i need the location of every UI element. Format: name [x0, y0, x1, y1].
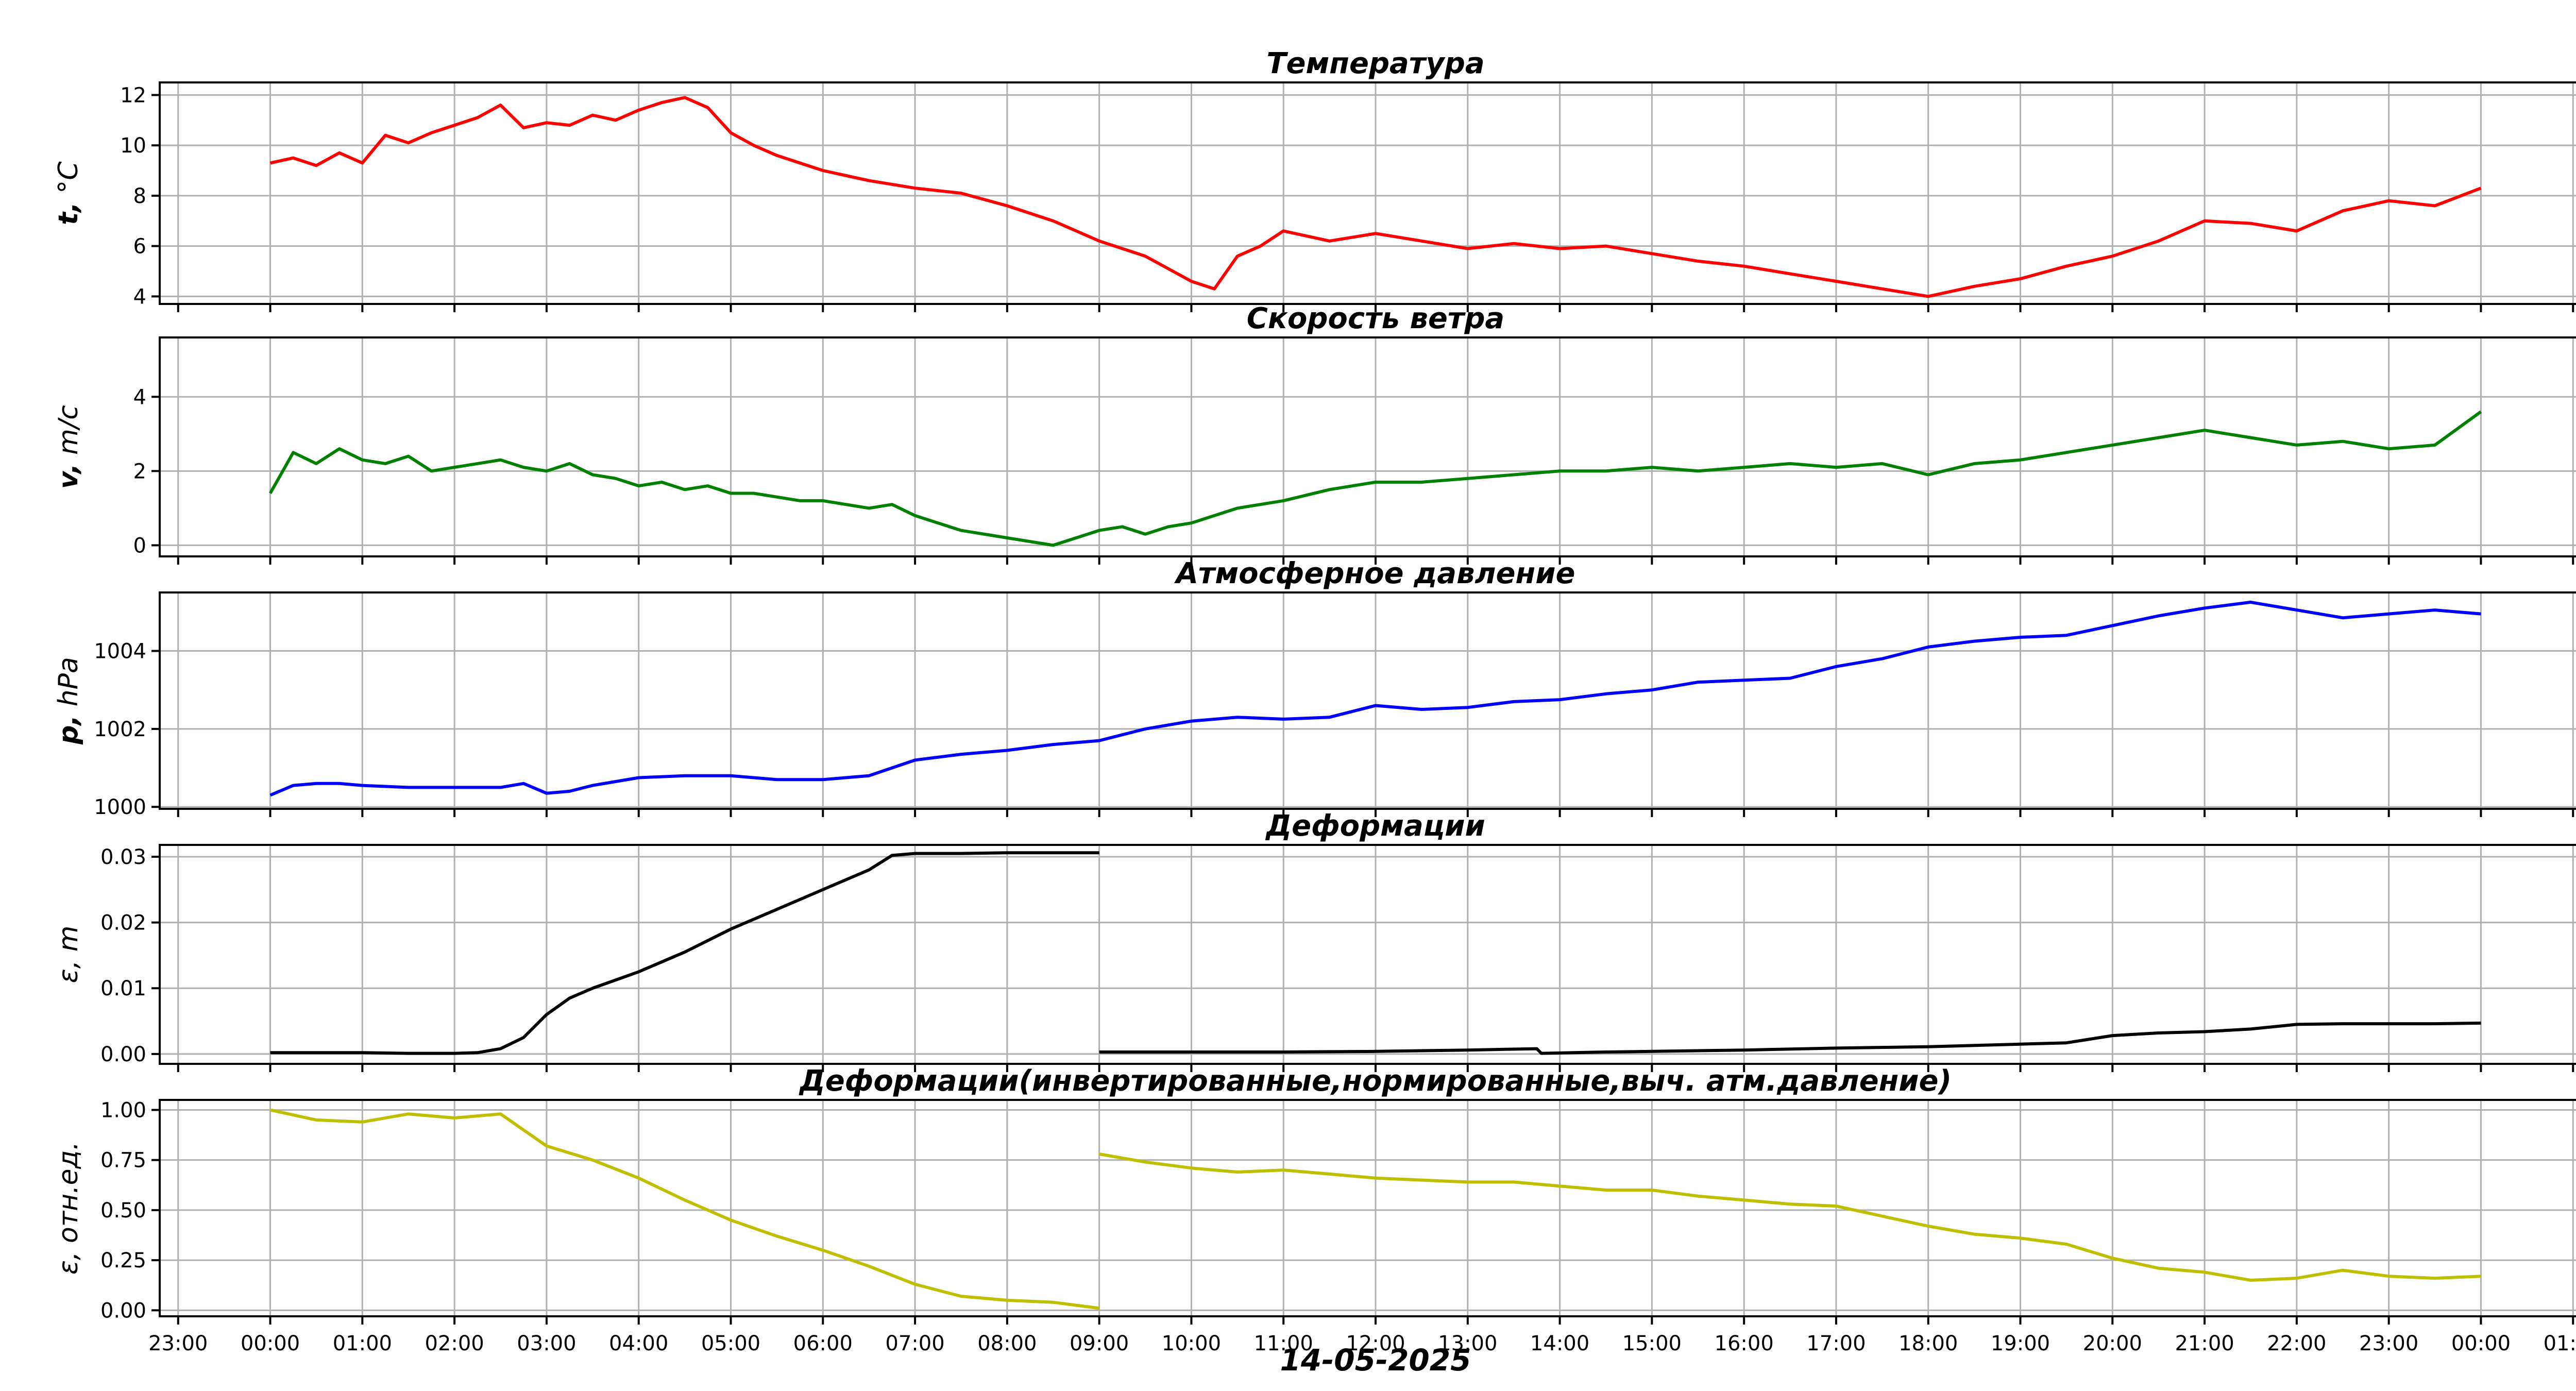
- series-line-2: [1099, 1021, 2481, 1055]
- y-axis-label-symbol: v,: [53, 463, 84, 488]
- series-line-1: [269, 600, 2481, 797]
- x-tick-label: 15:00: [1622, 1332, 1682, 1355]
- x-tick-label: 12:00: [1346, 1332, 1405, 1355]
- y-axis-label-symbol: ε,: [53, 960, 84, 983]
- y-axis-label: v, m/c: [53, 405, 84, 489]
- y-tick-label: 6: [133, 235, 146, 259]
- y-tick-label: 0.01: [100, 977, 146, 1000]
- x-tick-label: 04:00: [609, 1332, 668, 1355]
- y-tick-label: 1.00: [100, 1098, 146, 1122]
- subplot-title: Деформации: [1265, 809, 1485, 843]
- subplot-4: 0.00 0.01 0.02 0.03 Деформации ε, m: [53, 809, 2576, 1072]
- y-tick-label: 1002: [94, 718, 146, 741]
- subplot-3: 1000 1002 1004 Атмосферное давление p, hPa: [53, 557, 2576, 819]
- y-axis-label: t, °C: [53, 161, 84, 225]
- x-tick-label: 20:00: [2083, 1332, 2142, 1355]
- y-tick-label: 0.02: [100, 911, 146, 935]
- subplot-5: 0.00 0.25 0.50 0.75 1.00 23:00 00:00 01:00 02:00…: [53, 1064, 2576, 1355]
- y-tick-label: 12: [120, 83, 146, 107]
- y-axis-label-unit: m/c: [53, 405, 84, 463]
- y-tick-label: 4: [133, 385, 146, 409]
- x-tick-label: 10:00: [1162, 1332, 1221, 1355]
- y-tick-label: 0.00: [100, 1043, 146, 1066]
- subplot-title: Атмосферное давление: [1174, 557, 1575, 590]
- x-tick-label: 05:00: [701, 1332, 760, 1355]
- y-tick-label: 2: [133, 460, 146, 483]
- x-tick-label: 11:00: [1254, 1332, 1313, 1355]
- y-tick-label: 8: [133, 184, 146, 208]
- subplot-2: 0 2 4 Скорость ветра v, m/c: [53, 302, 2576, 565]
- x-tick-label: 00:00: [241, 1332, 300, 1355]
- y-axis-label-unit: m: [53, 926, 84, 960]
- series-line-1: [270, 851, 1099, 1055]
- y-tick-label: 0.50: [100, 1199, 146, 1223]
- y-axis-label: p, hPa: [53, 657, 84, 745]
- subplot-title: Деформации(инвертированные,нормированные…: [799, 1064, 1952, 1098]
- y-tick-label: 0.03: [100, 845, 146, 869]
- x-tick-label: 09:00: [1070, 1332, 1129, 1355]
- series-line-1: [268, 410, 2482, 547]
- x-tick-label: 02:00: [425, 1332, 484, 1355]
- y-tick-label: 10: [120, 134, 146, 158]
- y-tick-label: 0.25: [100, 1249, 146, 1273]
- y-tick-label: 1004: [94, 640, 146, 664]
- x-tick-label: 07:00: [885, 1332, 944, 1355]
- y-tick-label: 4: [133, 285, 146, 309]
- y-axis-label-unit: °C: [53, 161, 84, 202]
- y-axis-label-symbol: p,: [53, 715, 84, 745]
- x-tick-label: 23:00: [148, 1332, 208, 1355]
- x-tick-label: 23:00: [2359, 1332, 2418, 1355]
- x-tick-label: 03:00: [517, 1332, 576, 1355]
- x-tick-label: 06:00: [793, 1332, 853, 1355]
- series-line-1: [269, 96, 2482, 298]
- y-tick-label: 0: [133, 534, 146, 557]
- y-tick-label: 1000: [94, 795, 146, 819]
- x-tick-label: 19:00: [1991, 1332, 2050, 1355]
- x-tick-label: 13:00: [1438, 1332, 1497, 1355]
- x-tick-label: 14:00: [1530, 1332, 1589, 1355]
- x-tick-label: 01:00: [2544, 1332, 2576, 1355]
- subplot-title: Температура: [1266, 47, 1484, 80]
- y-tick-label: 0.00: [100, 1299, 146, 1322]
- y-axis-label: ε, отн.ед.: [53, 1142, 84, 1275]
- y-axis-label: ε, m: [53, 926, 84, 983]
- x-tick-label: 18:00: [1899, 1332, 1958, 1355]
- x-tick-label: 16:00: [1715, 1332, 1774, 1355]
- x-tick-label: 17:00: [1806, 1332, 1866, 1355]
- y-axis-label-unit: hPa: [53, 657, 84, 715]
- x-tick-label: 08:00: [977, 1332, 1037, 1355]
- subplot-title: Скорость ветра: [1247, 302, 1504, 335]
- series-line-1: [269, 1108, 1099, 1310]
- y-axis-label-symbol: t,: [53, 202, 84, 225]
- subplot-1: 4 6 8 10 12 Температура t, °C: [53, 47, 2576, 312]
- x-axis-label: 14-05-2025: [1280, 1343, 1471, 1378]
- y-axis-label-unit: отн.ед.: [53, 1142, 84, 1252]
- x-tick-label: 22:00: [2267, 1332, 2326, 1355]
- x-tick-label: 00:00: [2451, 1332, 2511, 1355]
- y-tick-label: 0.75: [100, 1149, 146, 1173]
- x-tick-label: 21:00: [2175, 1332, 2234, 1355]
- y-axis-label-symbol: ε,: [53, 1252, 84, 1275]
- series-line-2: [1099, 1152, 2481, 1282]
- x-tick-label: 01:00: [333, 1332, 392, 1355]
